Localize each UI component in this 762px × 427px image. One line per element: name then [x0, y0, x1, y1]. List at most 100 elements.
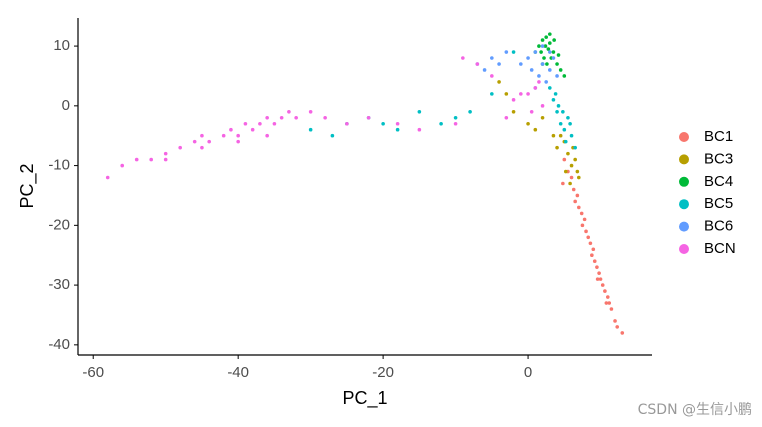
- legend-marker: [679, 154, 689, 165]
- legend-marker: [679, 176, 689, 187]
- point: [546, 47, 551, 51]
- point: [490, 74, 494, 78]
- point: [548, 86, 552, 90]
- point: [120, 163, 125, 168]
- point: [607, 301, 612, 305]
- point: [417, 110, 422, 114]
- x-tick-label: -40: [227, 364, 249, 381]
- y-tick-label: -20: [48, 216, 70, 233]
- point: [308, 110, 313, 114]
- point: [595, 277, 600, 281]
- point: [526, 121, 530, 126]
- legend-marker: [679, 199, 689, 210]
- point: [236, 133, 240, 138]
- point: [571, 187, 576, 192]
- point: [555, 145, 559, 150]
- point: [453, 121, 458, 126]
- y-tick-label: 10: [53, 37, 70, 54]
- point: [561, 110, 565, 114]
- y-tick-label: -40: [48, 336, 70, 353]
- point: [600, 283, 605, 287]
- point: [439, 121, 443, 126]
- y-axis-label: PC_2: [17, 163, 38, 208]
- legend-label: BC5: [704, 195, 733, 212]
- point: [579, 211, 584, 216]
- point: [603, 289, 607, 293]
- legend-label: BC1: [704, 128, 733, 145]
- point: [590, 253, 594, 258]
- point: [555, 110, 559, 114]
- legend-label: BC3: [704, 150, 733, 167]
- point: [548, 68, 552, 72]
- point: [542, 56, 546, 60]
- point: [575, 169, 580, 174]
- point: [562, 127, 567, 132]
- point: [529, 110, 534, 114]
- point: [558, 121, 563, 126]
- point: [243, 121, 248, 126]
- point: [417, 127, 422, 132]
- point: [562, 157, 567, 162]
- point: [221, 133, 226, 138]
- point: [526, 92, 530, 96]
- point: [548, 50, 552, 54]
- point: [511, 50, 516, 54]
- point: [511, 98, 516, 102]
- point: [533, 127, 538, 132]
- point: [563, 139, 568, 144]
- point: [511, 110, 516, 114]
- point: [504, 50, 509, 54]
- y-tick-label: 0: [62, 97, 70, 114]
- point: [605, 295, 610, 299]
- point: [265, 133, 269, 138]
- point: [461, 56, 465, 60]
- point: [597, 271, 601, 275]
- point: [519, 92, 523, 96]
- point: [453, 115, 458, 120]
- point: [613, 319, 617, 323]
- point: [582, 217, 587, 222]
- point: [490, 92, 494, 96]
- y-tick-label: -10: [48, 157, 70, 174]
- point: [533, 86, 538, 90]
- point: [533, 50, 538, 54]
- point: [207, 139, 211, 144]
- point: [553, 92, 558, 96]
- point: [178, 145, 182, 150]
- point: [580, 223, 585, 228]
- point: [134, 157, 139, 162]
- x-tick-label: 0: [524, 364, 532, 381]
- x-tick-label: -60: [82, 364, 104, 381]
- point: [540, 44, 545, 48]
- watermark: CSDN @生信小鹏: [638, 402, 752, 418]
- point: [573, 157, 577, 162]
- point: [586, 235, 591, 240]
- point: [548, 41, 552, 45]
- point: [592, 259, 597, 263]
- point: [551, 98, 556, 102]
- point: [526, 56, 530, 60]
- point: [537, 74, 541, 78]
- point: [573, 145, 577, 150]
- point: [366, 115, 371, 120]
- point: [475, 62, 480, 66]
- point: [323, 115, 327, 120]
- point: [229, 127, 233, 132]
- point: [105, 175, 110, 180]
- point: [569, 163, 574, 168]
- point: [395, 121, 400, 126]
- point: [529, 68, 534, 72]
- point: [545, 62, 549, 66]
- point: [490, 56, 494, 60]
- x-tick-label: -20: [372, 364, 394, 381]
- point: [556, 104, 561, 108]
- point: [558, 68, 563, 72]
- point: [573, 199, 577, 204]
- point: [497, 62, 501, 66]
- point: [544, 80, 548, 84]
- point: [595, 265, 599, 269]
- legend-marker: [679, 132, 689, 142]
- point: [330, 133, 335, 138]
- point: [620, 331, 625, 335]
